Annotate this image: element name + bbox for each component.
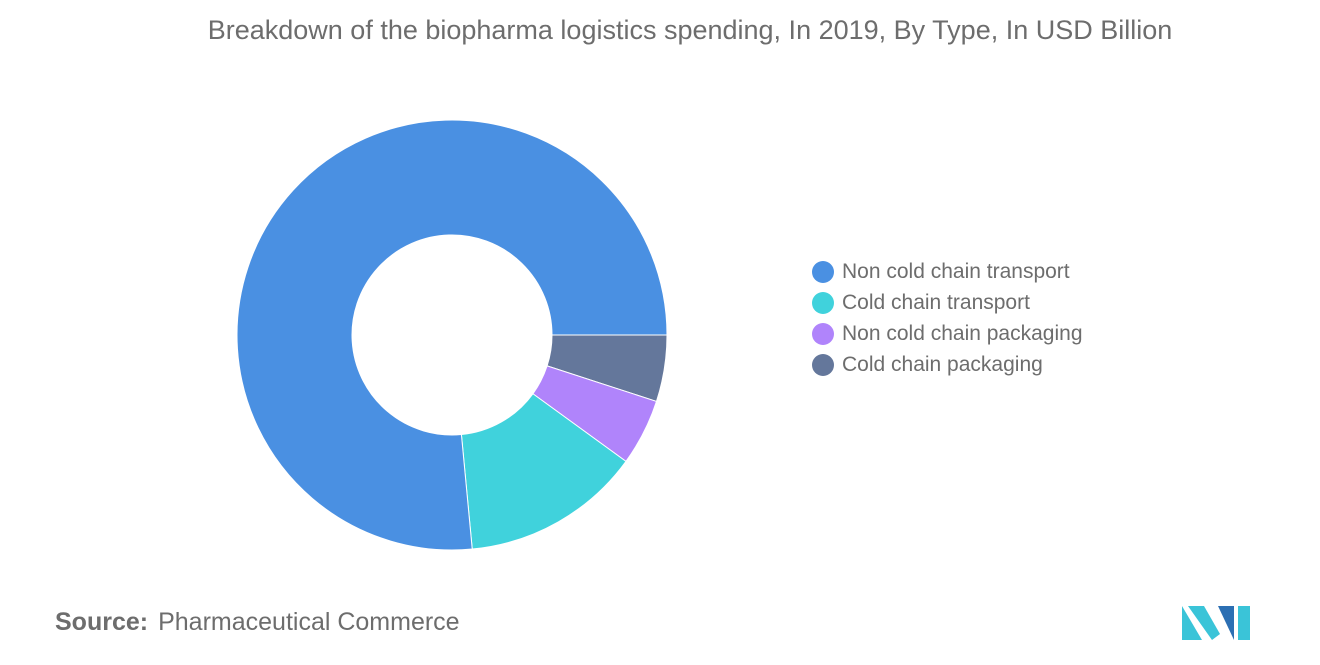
chart-title: Breakdown of the biopharma logistics spe… xyxy=(207,15,1173,45)
legend-item-non-cold-chain-transport[interactable]: Non cold chain transport xyxy=(812,256,1083,287)
source-label: Source: xyxy=(55,608,149,636)
legend-item-cold-chain-transport[interactable]: Cold chain transport xyxy=(812,287,1083,318)
mordor-intelligence-logo-icon xyxy=(1182,606,1250,640)
legend-label: Cold chain packaging xyxy=(842,352,1043,376)
legend-swatch xyxy=(812,260,834,283)
legend-label: Cold chain transport xyxy=(842,290,1030,314)
legend-item-non-cold-chain-packaging[interactable]: Non cold chain packaging xyxy=(812,318,1083,349)
legend-swatch xyxy=(812,353,834,376)
legend-item-cold-chain-packaging[interactable]: Cold chain packaging xyxy=(812,349,1083,380)
donut-slice-non-cold-chain-transport[interactable] xyxy=(236,119,668,551)
legend-label: Non cold chain transport xyxy=(842,259,1070,283)
legend-label: Non cold chain packaging xyxy=(842,321,1083,345)
chart-legend: Non cold chain transport Cold chain tran… xyxy=(812,256,1083,380)
source-value: Pharmaceutical Commerce xyxy=(158,608,460,636)
legend-swatch xyxy=(812,322,834,345)
legend-swatch xyxy=(812,291,834,314)
source-note: Source: Pharmaceutical Commerce xyxy=(55,608,460,637)
